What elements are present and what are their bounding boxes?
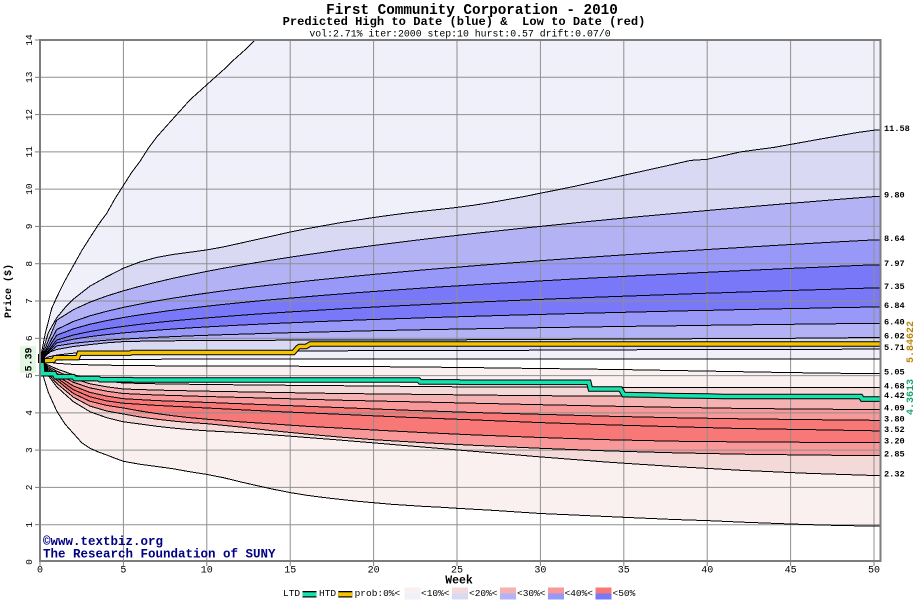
svg-text:13: 13: [24, 71, 35, 83]
svg-text:50: 50: [868, 566, 880, 577]
svg-text:35: 35: [618, 566, 630, 577]
svg-text:4.68: 4.68: [884, 382, 905, 392]
svg-text:3.80: 3.80: [884, 414, 905, 424]
svg-text:0: 0: [24, 559, 35, 565]
svg-text:Week: Week: [445, 575, 473, 588]
svg-text:7.97: 7.97: [884, 259, 905, 269]
svg-text:30: 30: [534, 566, 546, 577]
svg-text:LTD: LTD: [283, 588, 300, 599]
svg-text:20: 20: [368, 566, 380, 577]
svg-text:5.84622: 5.84622: [906, 321, 917, 363]
svg-text:First Community Corporation -: First Community Corporation - 2010: [326, 3, 618, 19]
svg-text:©www.textbiz.org: ©www.textbiz.org: [43, 535, 163, 549]
svg-text:2.85: 2.85: [884, 450, 905, 460]
svg-text:14: 14: [24, 34, 35, 46]
svg-text:10: 10: [201, 566, 213, 577]
svg-text:The Research Foundation of SUN: The Research Foundation of SUNY: [43, 548, 276, 562]
svg-text:<10%<: <10%<: [421, 588, 450, 599]
svg-text:11: 11: [24, 146, 35, 158]
svg-text:6.40: 6.40: [884, 317, 905, 327]
svg-text:4.09: 4.09: [884, 404, 905, 414]
svg-text:5.39: 5.39: [25, 347, 36, 371]
svg-text:6.02: 6.02: [884, 332, 905, 342]
svg-text:40: 40: [701, 566, 713, 577]
svg-text:6: 6: [24, 335, 35, 341]
svg-text:5: 5: [120, 566, 126, 577]
svg-text:5: 5: [24, 372, 35, 378]
svg-text:vol:2.71% iter:2000 step:10 hu: vol:2.71% iter:2000 step:10 hurst:0.57 d…: [309, 28, 610, 39]
svg-text:3: 3: [24, 447, 35, 453]
svg-text:Price ($): Price ($): [3, 264, 15, 318]
svg-text:<20%<: <20%<: [469, 588, 498, 599]
svg-text:3.20: 3.20: [884, 437, 905, 447]
svg-text:<50%: <50%: [613, 588, 636, 599]
svg-text:9: 9: [24, 223, 35, 229]
svg-text:45: 45: [785, 566, 797, 577]
svg-text:4: 4: [24, 410, 35, 416]
svg-text:12: 12: [24, 109, 35, 121]
svg-text:6.84: 6.84: [884, 301, 905, 311]
svg-text:3.52: 3.52: [884, 425, 905, 435]
svg-text:0: 0: [37, 566, 43, 577]
svg-text:8.64: 8.64: [884, 234, 905, 244]
svg-text:4.3613: 4.3613: [906, 379, 917, 415]
svg-text:5.05: 5.05: [884, 368, 905, 378]
svg-text:5.71: 5.71: [884, 343, 905, 353]
svg-text:7.35: 7.35: [884, 282, 905, 292]
svg-text:2: 2: [24, 484, 35, 490]
svg-text:11.58: 11.58: [884, 124, 910, 134]
svg-text:15: 15: [284, 566, 296, 577]
svg-text:10: 10: [24, 183, 35, 195]
svg-text:1: 1: [24, 522, 35, 528]
svg-text:25: 25: [451, 566, 463, 577]
svg-text:2.32: 2.32: [884, 469, 905, 479]
svg-text:7: 7: [24, 298, 35, 304]
svg-text:Predicted High to Date (blue): Predicted High to Date (blue) & Low to D…: [283, 15, 646, 29]
svg-text:9.80: 9.80: [884, 191, 905, 201]
svg-text:<40%<: <40%<: [565, 588, 594, 599]
svg-text:4.42: 4.42: [884, 391, 905, 401]
svg-text:8: 8: [24, 261, 35, 267]
svg-text:HTD: HTD: [319, 588, 336, 599]
svg-text:<30%<: <30%<: [517, 588, 546, 599]
svg-text:prob:0%<: prob:0%<: [355, 588, 401, 599]
